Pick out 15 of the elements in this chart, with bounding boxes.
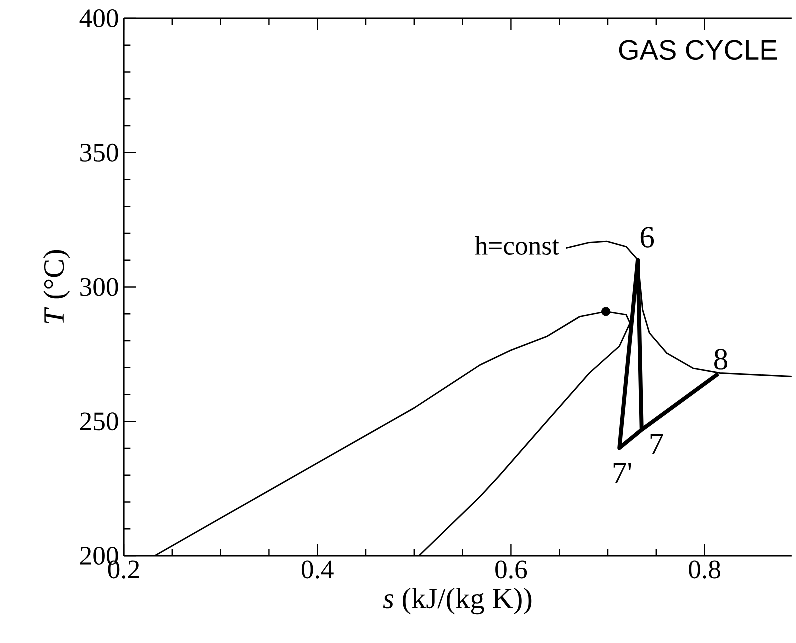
annotation: 6 (640, 227, 654, 248)
annotation: 7 (650, 434, 664, 454)
annotation: 8 (714, 349, 728, 370)
y-tick-label: 350 (80, 144, 118, 162)
x-tick-label: 0.6 (496, 560, 528, 579)
y-tick-label: 400 (80, 10, 118, 28)
x-axis-title: s (kJ/(kg K)) (383, 588, 532, 615)
y-tick-label: 250 (80, 412, 118, 431)
annotation: h=const (475, 236, 560, 255)
x-tick-label: 0.4 (302, 560, 334, 579)
y-tick-label: 300 (80, 278, 118, 296)
annotation: 7' (614, 463, 632, 484)
annotation: GAS CYCLE (619, 40, 778, 60)
y-axis-title: T (°C) (44, 250, 70, 324)
x-tick-label: 0.8 (689, 560, 720, 579)
